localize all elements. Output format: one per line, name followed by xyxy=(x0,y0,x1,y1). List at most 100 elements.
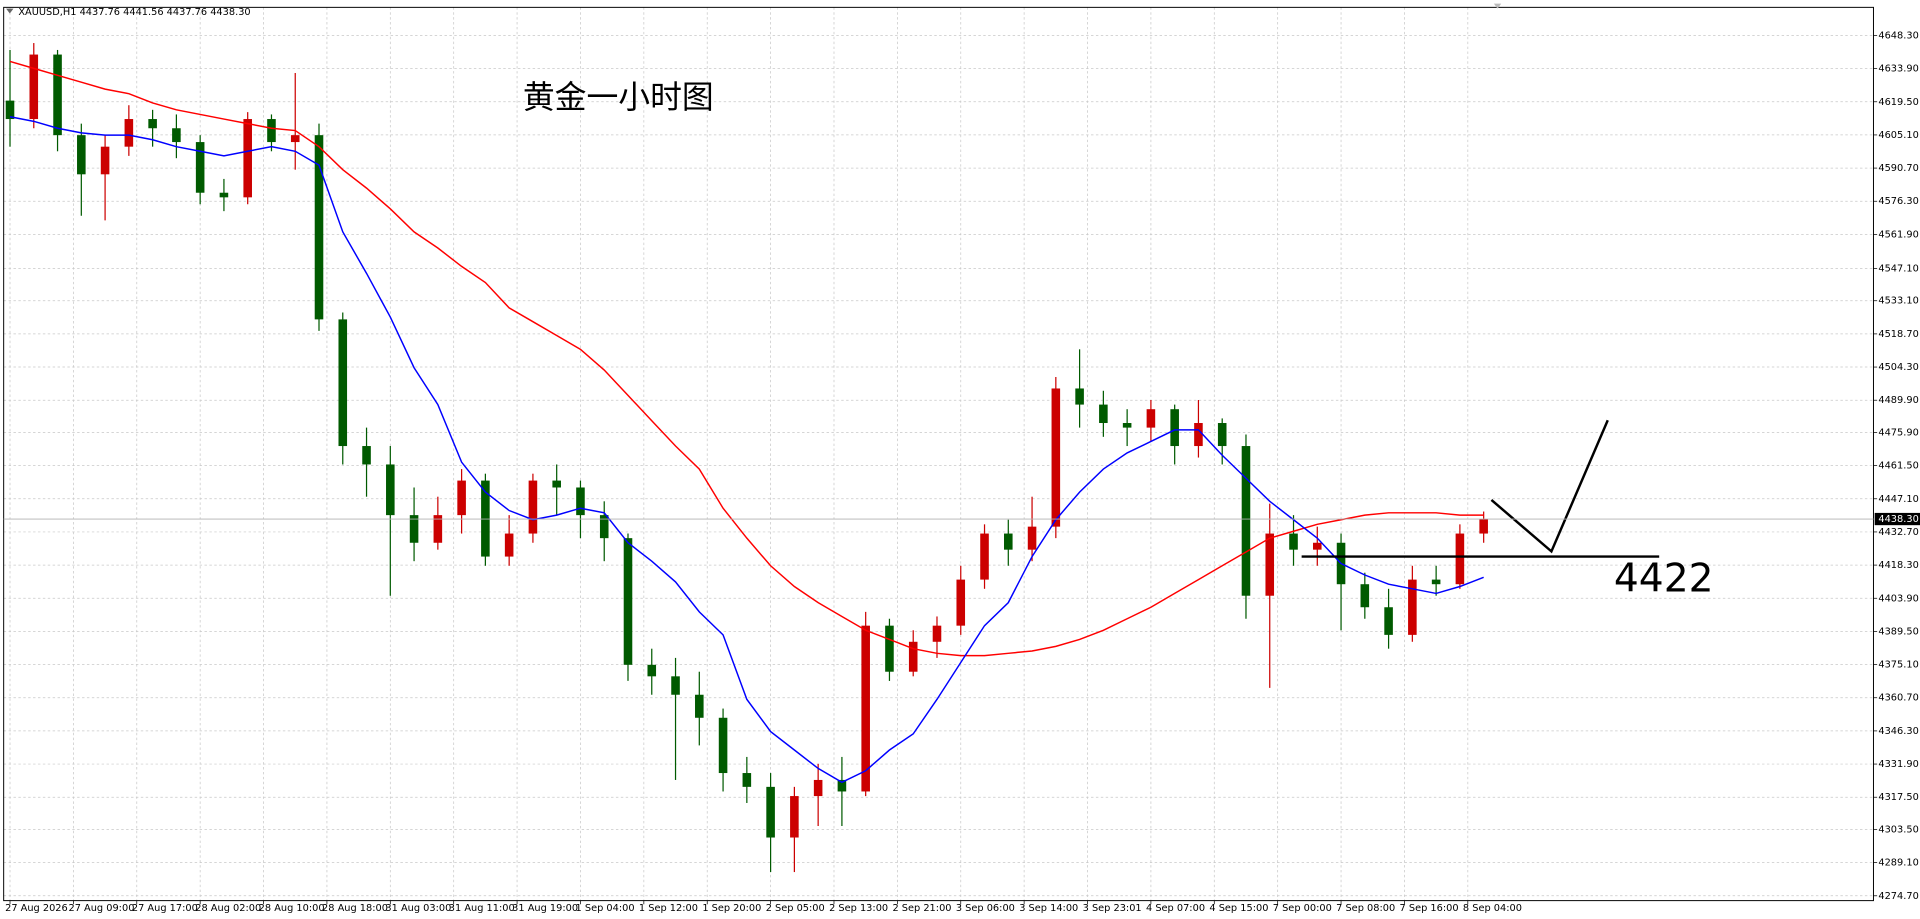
candle-body xyxy=(980,533,989,580)
y-tick-label: 4547.10 xyxy=(1878,263,1918,274)
candle-body xyxy=(481,480,490,557)
candle-body xyxy=(5,100,15,120)
y-tick-label: 4403.90 xyxy=(1878,593,1918,604)
y-tick-label: 4590.70 xyxy=(1878,163,1918,174)
candle-body xyxy=(100,146,110,175)
candle-body xyxy=(29,54,39,120)
x-tick-label: 28 Aug 02:00 xyxy=(195,903,261,914)
last-price-label: 4438.30 xyxy=(1878,514,1918,525)
candle-body xyxy=(623,538,633,665)
candle-body xyxy=(290,135,300,143)
x-tick-label: 4 Sep 07:00 xyxy=(1146,903,1205,914)
x-tick-label: 8 Sep 04:00 xyxy=(1463,903,1522,914)
y-tick-label: 4274.70 xyxy=(1878,891,1918,902)
plot xyxy=(5,43,1488,873)
x-tick-label: 1 Sep 04:00 xyxy=(576,903,635,914)
x-tick-label: 7 Sep 16:00 xyxy=(1400,903,1459,914)
chart-title: XAUUSD,H1 4437.76 4441.56 4437.76 4438.3… xyxy=(18,7,250,18)
candle-body xyxy=(647,664,657,677)
candle-body xyxy=(956,579,966,626)
y-tick-label: 4418.30 xyxy=(1878,560,1918,571)
y-tick-label: 4375.10 xyxy=(1878,660,1918,671)
candle-body xyxy=(718,717,728,774)
y-tick-label: 4619.50 xyxy=(1878,97,1918,108)
candle-body xyxy=(1312,542,1322,550)
y-tick-label: 4447.10 xyxy=(1878,494,1918,505)
candle-body xyxy=(1408,579,1417,635)
candle-body xyxy=(362,446,371,465)
y-tick-label: 4533.10 xyxy=(1878,296,1918,307)
moving-average xyxy=(9,116,1484,784)
candle-body xyxy=(932,625,942,642)
x-tick-label: 1 Sep 20:00 xyxy=(702,903,761,914)
menu-icon[interactable] xyxy=(6,8,14,14)
candle-body xyxy=(124,119,134,147)
candle-body xyxy=(742,773,752,787)
candle-body xyxy=(837,779,847,792)
level-label: 4422 xyxy=(1614,557,1714,602)
candle-body xyxy=(908,641,918,672)
candle-body xyxy=(1075,388,1084,405)
candle-body xyxy=(1241,446,1251,596)
y-tick-label: 4475.90 xyxy=(1878,427,1918,438)
y-tick-label: 4504.30 xyxy=(1878,362,1918,373)
candle-body xyxy=(1194,423,1203,447)
candle-body xyxy=(1289,533,1298,550)
x-tick-label: 7 Sep 08:00 xyxy=(1336,903,1395,914)
y-tick-label: 4331.90 xyxy=(1878,759,1918,770)
x-tick-label: 4 Sep 15:00 xyxy=(1209,903,1268,914)
candle-body xyxy=(1455,533,1465,585)
candle-body xyxy=(1051,388,1061,527)
y-tick-label: 4389.50 xyxy=(1878,626,1918,637)
candle-body xyxy=(1384,607,1393,635)
candle-body xyxy=(1360,584,1370,608)
candle-body xyxy=(695,694,704,718)
y-tick-label: 4648.30 xyxy=(1878,30,1918,41)
candle-body xyxy=(1431,579,1441,585)
drawn-arrow xyxy=(1490,419,1609,554)
y-tick-label: 4289.10 xyxy=(1878,858,1918,869)
candle-body xyxy=(1479,519,1488,534)
candle-body xyxy=(552,480,561,488)
x-tick-label: 1 Sep 12:00 xyxy=(639,903,698,914)
x-tick-label: 3 Sep 23:01 xyxy=(1083,903,1142,914)
candle-body xyxy=(195,142,205,193)
x-tick-label: 7 Sep 00:00 xyxy=(1273,903,1332,914)
y-tick-label: 4360.70 xyxy=(1878,693,1918,704)
x-tick-label: 27 Aug 09:00 xyxy=(68,903,134,914)
y-tick-label: 4317.50 xyxy=(1878,792,1918,803)
scroll-marker xyxy=(1493,3,1502,9)
y-tick-label: 4432.70 xyxy=(1878,527,1918,538)
candle-body xyxy=(1004,533,1013,550)
candle-body xyxy=(576,487,585,516)
candle-body xyxy=(1265,533,1275,596)
y-tick-label: 4633.90 xyxy=(1878,64,1918,75)
candle-body xyxy=(433,515,443,543)
y-tick-label: 4461.50 xyxy=(1878,461,1918,472)
x-tick-label: 31 Aug 03:00 xyxy=(385,903,451,914)
candle-body xyxy=(338,319,348,447)
y-tick-label: 4489.90 xyxy=(1878,395,1918,406)
candle-body xyxy=(528,480,538,534)
candle-body xyxy=(1027,526,1037,550)
candle-body xyxy=(1170,409,1179,447)
x-tick-label: 28 Aug 18:00 xyxy=(322,903,388,914)
candle-body xyxy=(409,515,419,543)
candle-body xyxy=(386,464,395,516)
x-tick-label: 2 Sep 13:00 xyxy=(829,903,888,914)
candle-body xyxy=(504,533,514,557)
candle-body xyxy=(77,135,86,175)
y-tick-label: 4303.50 xyxy=(1878,824,1918,835)
moving-average xyxy=(9,60,1484,657)
candle-body xyxy=(1122,423,1132,428)
candle-body xyxy=(243,119,252,198)
candle-body xyxy=(1099,404,1108,424)
candle-body xyxy=(1146,409,1156,428)
plot-frame xyxy=(3,6,1874,902)
candle-body xyxy=(53,54,62,136)
x-tick-label: 31 Aug 11:00 xyxy=(449,903,515,914)
candle-body xyxy=(861,625,870,792)
